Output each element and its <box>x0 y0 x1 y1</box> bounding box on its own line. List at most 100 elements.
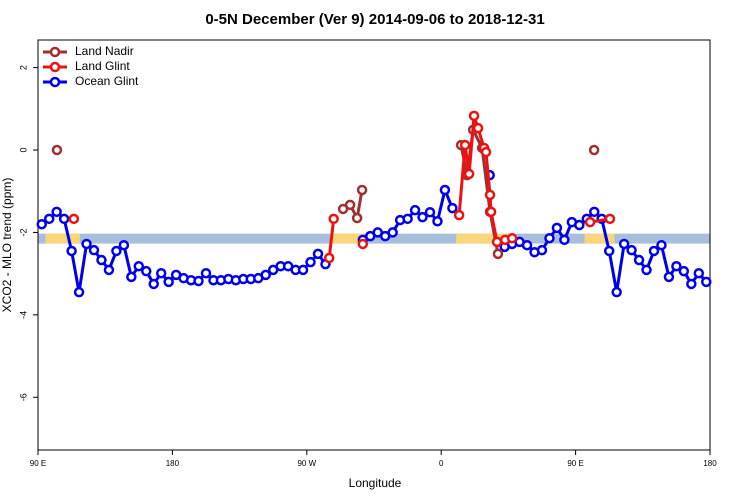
data-point <box>472 122 484 134</box>
data-point <box>633 254 645 266</box>
data-point <box>604 213 616 225</box>
x-tick-label: 0 <box>439 459 444 468</box>
x-tick-label: 90 W <box>297 459 316 468</box>
x-tick-label: 90 E <box>30 459 46 468</box>
data-point <box>648 245 660 257</box>
data-point <box>103 264 115 276</box>
data-point <box>485 206 497 218</box>
plot-frame <box>37 39 711 451</box>
data-point <box>544 232 555 244</box>
data-point <box>328 213 339 225</box>
legend-label: Ocean Glint <box>75 74 139 88</box>
data-point <box>351 212 363 224</box>
data-point <box>409 204 421 216</box>
data-point <box>260 269 271 281</box>
y-tick-label: -2 <box>18 228 28 236</box>
data-point <box>193 275 204 287</box>
data-point <box>305 256 316 268</box>
data-point <box>111 245 122 257</box>
data-point <box>453 209 465 221</box>
data-point <box>323 252 335 264</box>
data-point <box>356 184 368 196</box>
data-point <box>118 239 130 251</box>
data-point <box>163 276 174 288</box>
data-point <box>133 260 145 272</box>
data-point <box>148 278 159 290</box>
data-point <box>51 206 62 218</box>
y-tick-label: -6 <box>18 393 28 401</box>
legend-label: Land Nadir <box>75 44 134 58</box>
data-point <box>618 238 630 250</box>
data-point <box>671 260 682 272</box>
data-point <box>588 144 600 156</box>
data-point <box>43 213 55 225</box>
y-axis-label: XCO2 - MLO trend (ppm) <box>0 178 14 313</box>
chart-title: 0-5N December (Ver 9) 2014-09-06 to 2018… <box>205 11 544 28</box>
data-point <box>36 218 47 230</box>
data-point <box>663 271 675 283</box>
data-point <box>492 248 504 260</box>
land-band <box>330 233 366 244</box>
land-band <box>456 233 516 244</box>
x-tick-label: 180 <box>703 459 717 468</box>
data-point <box>424 206 436 218</box>
data-point <box>459 139 471 151</box>
legend-label: Land Glint <box>75 59 130 73</box>
data-point <box>312 248 324 260</box>
data-point <box>463 168 475 180</box>
data-point <box>439 184 451 196</box>
data-point <box>521 239 533 251</box>
data-point <box>66 245 77 257</box>
data-point <box>468 110 480 122</box>
data-point <box>81 238 92 250</box>
land-band <box>584 233 615 244</box>
data-point <box>589 206 600 218</box>
data-point <box>141 265 152 277</box>
data-point <box>432 216 443 227</box>
y-tick-label: 0 <box>18 148 28 153</box>
data-point <box>626 244 637 256</box>
data-point <box>58 213 70 225</box>
y-tick-label: -4 <box>18 311 28 319</box>
legend-marker <box>49 61 61 73</box>
x-tick-label: 90 E <box>567 459 583 468</box>
data-point <box>611 286 622 298</box>
data-point <box>686 278 697 290</box>
legend-marker <box>49 76 61 88</box>
y-tick-label: 2 <box>18 65 28 70</box>
data-point <box>200 267 212 279</box>
data-point <box>656 239 667 251</box>
data-point <box>584 216 596 228</box>
legend-marker <box>49 46 61 58</box>
data-point <box>126 271 137 283</box>
data-point <box>68 213 80 225</box>
land-band <box>45 233 80 244</box>
data-point <box>641 264 652 276</box>
data-point <box>551 222 563 234</box>
data-point <box>506 232 518 244</box>
data-point <box>96 254 107 266</box>
data-point <box>559 234 570 246</box>
data-point <box>678 265 690 277</box>
data-point <box>693 267 705 279</box>
data-point <box>701 276 712 288</box>
x-tick-label: 180 <box>166 459 180 468</box>
data-point <box>387 227 398 238</box>
data-point <box>484 189 496 201</box>
data-point <box>417 211 428 223</box>
data-point <box>402 213 413 225</box>
data-point <box>603 245 615 257</box>
data-point <box>447 202 458 214</box>
x-axis-label: Longitude <box>349 476 402 490</box>
data-point <box>344 199 356 211</box>
data-point <box>51 144 63 156</box>
data-point <box>155 267 167 279</box>
data-point <box>357 238 369 250</box>
data-point <box>536 244 548 256</box>
data-point <box>88 244 100 256</box>
data-point <box>297 264 309 276</box>
data-point <box>491 236 503 248</box>
data-point <box>73 286 85 298</box>
data-point <box>574 219 585 231</box>
